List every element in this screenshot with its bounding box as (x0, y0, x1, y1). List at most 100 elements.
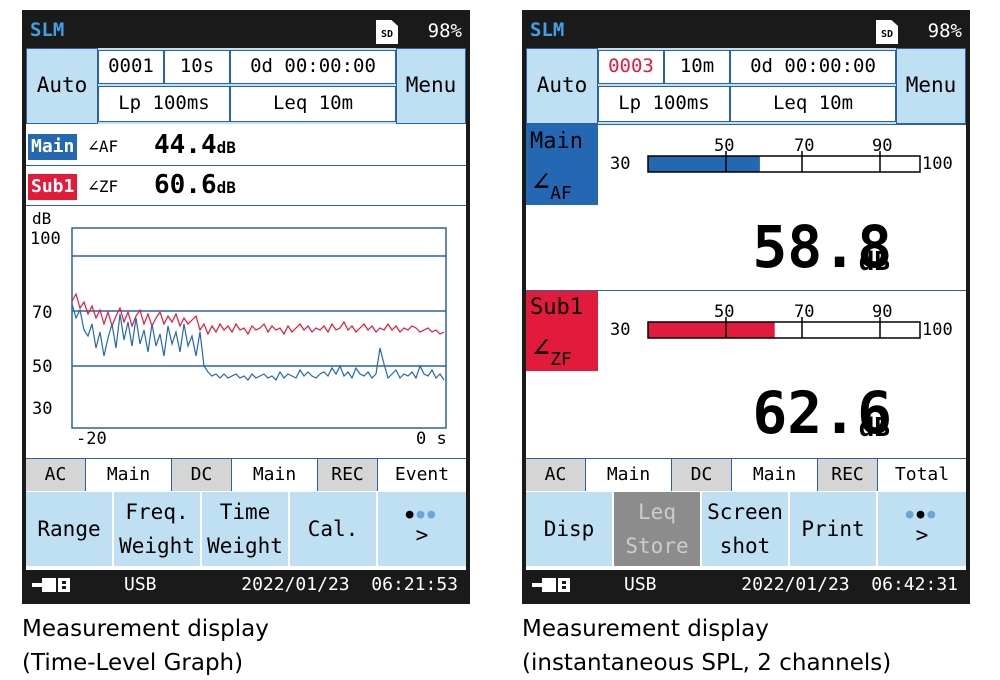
channel-sub-row: Sub1 ∠ZF 60.6dB (26, 166, 466, 206)
leq-setting: Leq 10m (730, 86, 896, 122)
menu-button[interactable]: Menu (896, 48, 966, 124)
header-panel: Auto 0001 10s 0d 00:00:00 Lp 100ms Leq 1… (26, 48, 466, 124)
y-tick-50: 50 (32, 357, 52, 377)
channel-main-tag: Main (28, 134, 78, 160)
time-weight-button[interactable]: Time Weight (202, 492, 290, 566)
time-label-1: Time (219, 500, 271, 524)
page-dots-icon: ●●● (405, 507, 439, 522)
battery-level: 98% (927, 20, 962, 42)
usb-status: USB (624, 574, 657, 595)
range-button[interactable]: Range (26, 492, 114, 566)
caption-left: Measurement display (Time-Level Graph) (22, 612, 269, 680)
range-label: Range (37, 517, 101, 541)
bar-tick-90: 90 (872, 302, 892, 322)
y-tick-70: 70 (32, 303, 52, 323)
mode-rec[interactable]: REC (818, 459, 878, 491)
power-plug-icon (532, 578, 570, 592)
left-device-screen: SLM SD 98% Auto 0001 10s 0d 00:00:00 Lp … (22, 10, 470, 604)
level-bar-main: 30 50 70 90 100 (610, 136, 953, 174)
bar-tick-70: 70 (794, 302, 814, 322)
level-sub: 60.6dB (154, 170, 236, 200)
cal-label: Cal. (307, 517, 359, 541)
level-sub-unit: dB (858, 413, 890, 443)
bar-tick-30: 30 (610, 154, 630, 174)
series-sub (71, 292, 445, 336)
channel-main-label: Main ∠AF (526, 125, 598, 205)
header-panel: Auto 0003 10m 0d 00:00:00 Lp 100ms Leq 1… (526, 48, 966, 124)
mode-rec[interactable]: REC (318, 459, 378, 491)
level-bar-sub-frame (647, 321, 921, 339)
mode-ac[interactable]: AC (26, 459, 86, 491)
print-button[interactable]: Print (790, 492, 878, 566)
next-page-button[interactable]: ●●● > (378, 492, 466, 566)
store-number: 0003 (598, 50, 664, 84)
next-page-button[interactable]: ●●● > (878, 492, 966, 566)
mode-dc[interactable]: DC (172, 459, 232, 491)
y-tick-30: 30 (32, 399, 52, 419)
leq-store-label-1: Leq (638, 500, 676, 524)
freq-label-2: Weight (119, 534, 195, 558)
bar-tick-30: 30 (610, 320, 630, 340)
level-sub-unit: dB (216, 178, 236, 197)
disp-button[interactable]: Disp (526, 492, 614, 566)
bar-tick-100: 100 (922, 154, 953, 174)
auto-button[interactable]: Auto (26, 48, 98, 124)
mode-dc-main[interactable]: Main (232, 459, 318, 491)
y-tick-100: 100 (30, 229, 61, 249)
level-sub-value: 62.6 (752, 379, 892, 447)
next-label: > (915, 523, 929, 547)
auto-button[interactable]: Auto (526, 48, 598, 124)
screenshot-label-1: Screen (707, 500, 783, 524)
leq-store-button[interactable]: Leq Store (614, 492, 702, 566)
elapsed-time: 0d 00:00:00 (730, 50, 896, 84)
leq-setting: Leq 10m (230, 86, 396, 122)
level-main: 44.4dB (154, 130, 236, 160)
power-plug-icon (32, 578, 70, 592)
weighting-main: ∠AF (532, 165, 572, 204)
level-bar-main-frame (647, 155, 921, 173)
weighting-sub: ∠ZF (532, 331, 572, 370)
channel-sub-tag: Sub1 (28, 174, 78, 200)
series-main (71, 303, 445, 382)
mode-ac-main[interactable]: Main (86, 459, 172, 491)
right-device-screen: SLM SD 98% Auto 0003 10m 0d 00:00:00 Lp … (522, 10, 970, 604)
caption-left-line2: (Time-Level Graph) (22, 650, 244, 676)
datetime: 2022/01/23 06:42:31 (741, 574, 958, 595)
level-bar-sub-fill (648, 322, 775, 338)
function-keys: Range Freq. Weight Time Weight Cal. ●●● > (26, 492, 466, 566)
level-bar-sub: 30 50 70 90 100 (610, 302, 953, 340)
mode-ac-main[interactable]: Main (586, 459, 672, 491)
mode-ac[interactable]: AC (526, 459, 586, 491)
app-title: SLM (30, 19, 65, 41)
bar-tick-50: 50 (714, 302, 734, 322)
channel-sub-block: Sub1 ∠ZF 30 50 70 90 100 62.6 dB (526, 290, 966, 458)
mode-row: AC Main DC Main REC Event (26, 458, 466, 491)
caption-right: Measurement display (instantaneous SPL, … (522, 612, 891, 680)
level-sub-value: 60.6 (154, 170, 217, 200)
caption-right-line1: Measurement display (522, 616, 769, 642)
bar-tick-90: 90 (872, 136, 892, 156)
freq-weight-button[interactable]: Freq. Weight (114, 492, 202, 566)
bar-tick-100: 100 (922, 320, 953, 340)
mode-rec-type[interactable]: Total (878, 459, 966, 491)
level-bar-main-fill (648, 156, 760, 172)
sd-card-icon: SD (876, 20, 898, 44)
time-level-graph: dB 100 70 50 30 -20 0 s (26, 206, 466, 458)
mode-dc[interactable]: DC (672, 459, 732, 491)
cal-button[interactable]: Cal. (290, 492, 378, 566)
footer-bar: USB 2022/01/23 06:42:31 (526, 570, 966, 600)
menu-button[interactable]: Menu (396, 48, 466, 124)
level-main-unit: dB (216, 138, 236, 157)
battery-level: 98% (427, 20, 462, 42)
mode-dc-main[interactable]: Main (732, 459, 818, 491)
screenshot-button[interactable]: Screen shot (702, 492, 790, 566)
weighting-main-label: AF (550, 183, 572, 204)
disp-label: Disp (543, 517, 595, 541)
weighting-sub-label: ZF (98, 177, 119, 196)
store-number: 0001 (98, 50, 164, 84)
weighting-main-label: AF (98, 137, 119, 156)
channel-main-row: Main ∠AF 44.4dB (26, 126, 466, 166)
level-main-value: 58.8 (752, 213, 892, 281)
mode-rec-type[interactable]: Event (378, 459, 466, 491)
interval-value: 10s (164, 50, 230, 84)
